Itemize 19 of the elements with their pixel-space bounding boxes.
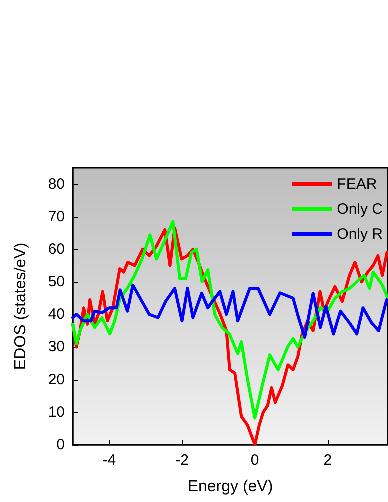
legend-label: FEAR [337,176,378,193]
y-tick-label: 50 [48,274,65,291]
y-tick-label: 70 [48,208,65,226]
y-tick-label: 30 [48,338,65,356]
y-tick-label: 40 [48,306,65,324]
y-tick-label: 60 [48,240,65,258]
x-tick-label: -2 [176,452,189,469]
y-tick-label: 20 [48,371,65,388]
x-tick-label: -4 [102,452,116,469]
y-tick-label: 80 [48,176,65,193]
x-tick-label: 2 [324,452,332,469]
line-series [72,284,388,339]
y-axis-title: EDOS (states/eV) [12,242,30,370]
y-tick-label: 0 [56,436,65,454]
legend-label: Only R [337,226,384,243]
y-tick-label: 10 [48,404,65,421]
x-axis-title: Energy (eV) [188,478,274,496]
legend-label: Only C [337,201,384,218]
x-tick-label: 0 [250,452,260,469]
